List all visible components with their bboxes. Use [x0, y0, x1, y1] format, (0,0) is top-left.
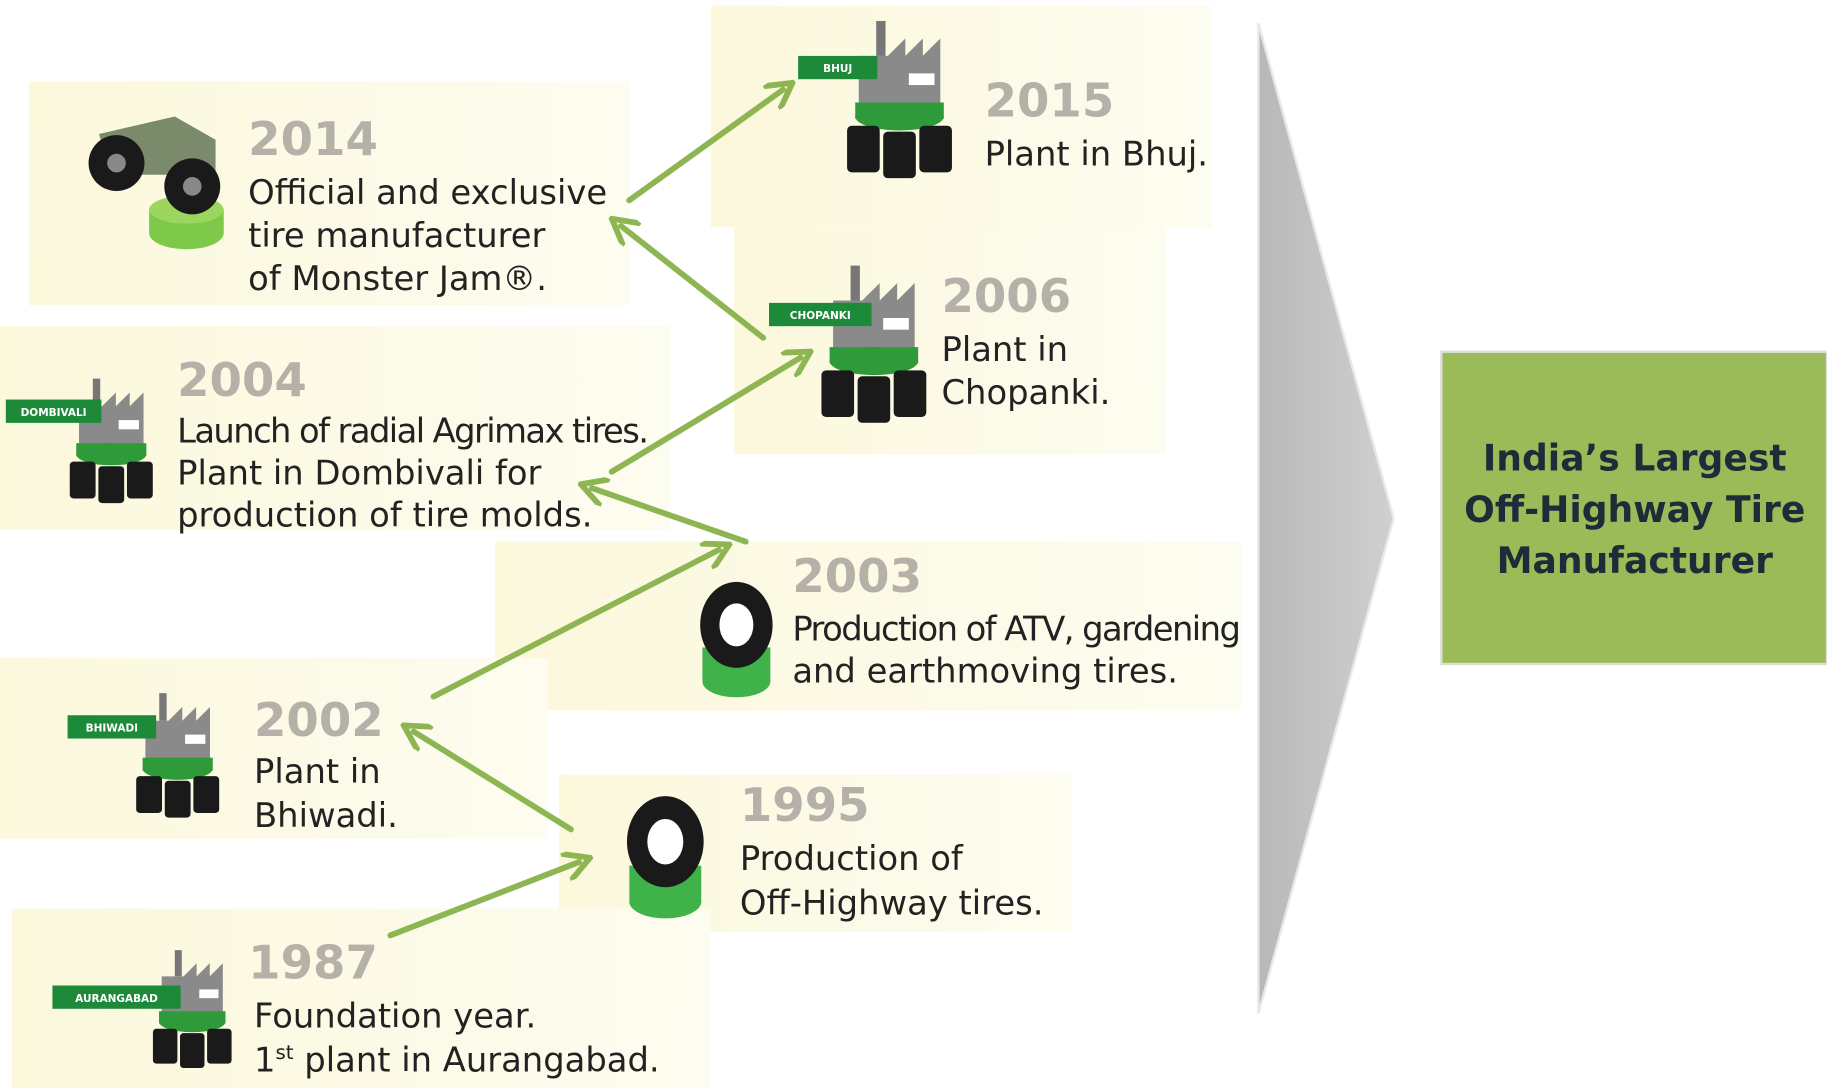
- description: Launch of radial Agrimax tires.: [177, 412, 649, 451]
- plant-label: BHUJ: [823, 63, 852, 75]
- callout-text: Manufacturer: [1497, 539, 1773, 582]
- description: Plant in: [941, 330, 1068, 369]
- description-part: 1: [254, 1041, 275, 1080]
- callout-text: India’s Largest: [1483, 437, 1787, 480]
- description: production of tire molds.: [177, 496, 592, 535]
- plant-label: DOMBIVALI: [21, 407, 87, 419]
- year: 2015: [985, 73, 1115, 127]
- year: 2014: [248, 112, 378, 166]
- plant-label: AURANGABAD: [75, 993, 158, 1005]
- year: 2004: [177, 353, 307, 407]
- description: Production of: [740, 839, 964, 878]
- diagram: BHUJ CHOPANKI DOMBIVALI BHIWADI AURANGAB…: [0, 0, 1827, 1088]
- plant-label: BHIWADI: [86, 723, 138, 735]
- description: Plant in Bhuj.: [985, 134, 1208, 173]
- description: Official and exclusive: [248, 173, 607, 212]
- year: 2006: [941, 269, 1071, 323]
- year: 2002: [254, 693, 384, 747]
- description: and earthmoving tires.: [792, 652, 1178, 691]
- superscript: st: [275, 1041, 293, 1064]
- description: Plant in: [254, 752, 381, 791]
- description: tire manufacturer: [248, 216, 545, 255]
- chevron: [1258, 23, 1393, 1013]
- description: Off-Highway tires.: [740, 883, 1044, 922]
- year: 1995: [740, 778, 870, 832]
- description: Foundation year.: [254, 996, 536, 1035]
- description-part: plant in Aurangabad.: [294, 1041, 660, 1080]
- description: Plant in Dombivali for: [177, 454, 541, 493]
- year: 1987: [248, 936, 378, 990]
- description: Chopanki.: [941, 373, 1110, 412]
- description: 1st plant in Aurangabad.: [254, 1041, 660, 1080]
- page: {"milestones": [ {"year": "2014", "lines…: [0, 0, 1827, 1088]
- callout-text: Off-Highway Tire: [1464, 488, 1805, 531]
- description: of Monster Jam®.: [248, 259, 547, 298]
- description: Bhiwadi.: [254, 796, 398, 835]
- year: 2003: [792, 549, 922, 603]
- description: Production of ATV, gardening: [792, 610, 1241, 649]
- plant-label: CHOPANKI: [790, 310, 851, 322]
